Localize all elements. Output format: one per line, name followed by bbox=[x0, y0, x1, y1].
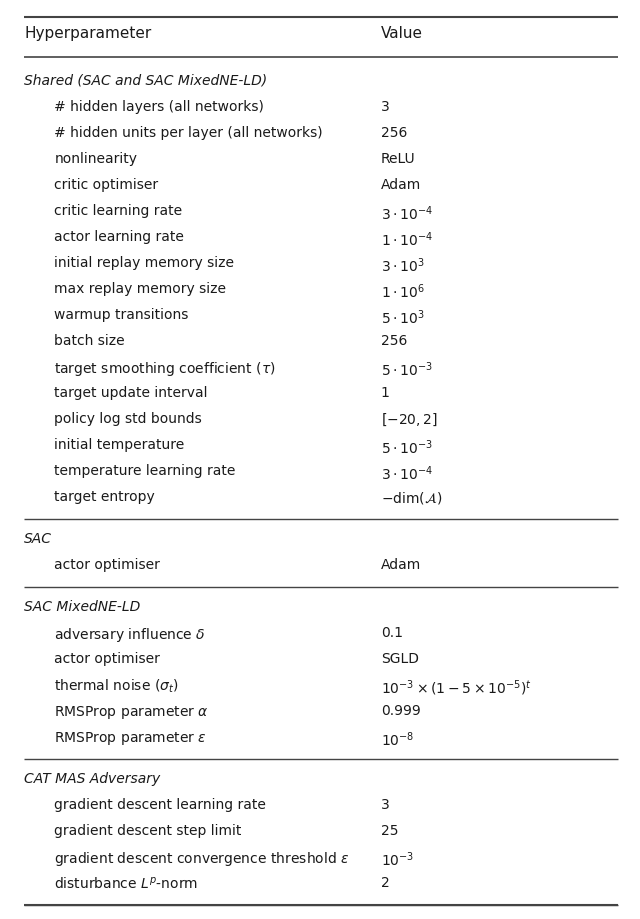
Text: actor learning rate: actor learning rate bbox=[54, 230, 184, 244]
Text: max replay memory size: max replay memory size bbox=[54, 282, 227, 296]
Text: gradient descent step limit: gradient descent step limit bbox=[54, 823, 242, 837]
Text: disturbance $L^p$-norm: disturbance $L^p$-norm bbox=[54, 875, 198, 891]
Text: $10^{-3} \times (1 - 5 \times 10^{-5})^t$: $10^{-3} \times (1 - 5 \times 10^{-5})^t… bbox=[381, 677, 532, 697]
Text: 256: 256 bbox=[381, 126, 407, 140]
Text: $5 \cdot 10^{3}$: $5 \cdot 10^{3}$ bbox=[381, 308, 424, 326]
Text: target smoothing coefficient ($\tau$): target smoothing coefficient ($\tau$) bbox=[54, 359, 276, 378]
Text: $3 \cdot 10^{-4}$: $3 \cdot 10^{-4}$ bbox=[381, 463, 433, 482]
Text: gradient descent learning rate: gradient descent learning rate bbox=[54, 797, 266, 811]
Text: warmup transitions: warmup transitions bbox=[54, 308, 189, 322]
Text: $3 \cdot 10^{3}$: $3 \cdot 10^{3}$ bbox=[381, 255, 424, 274]
Text: nonlinearity: nonlinearity bbox=[54, 152, 138, 165]
Text: Adam: Adam bbox=[381, 177, 421, 192]
Text: SAC: SAC bbox=[24, 531, 52, 545]
Text: Value: Value bbox=[381, 26, 423, 41]
Text: adversary influence $\delta$: adversary influence $\delta$ bbox=[54, 625, 206, 643]
Text: target update interval: target update interval bbox=[54, 386, 208, 400]
Text: # hidden units per layer (all networks): # hidden units per layer (all networks) bbox=[54, 126, 323, 140]
Text: 1: 1 bbox=[381, 386, 390, 400]
Text: batch size: batch size bbox=[54, 334, 125, 347]
Text: SAC MixedNE-LD: SAC MixedNE-LD bbox=[24, 599, 141, 613]
Text: CAT MAS Adversary: CAT MAS Adversary bbox=[24, 771, 161, 785]
Text: ReLU: ReLU bbox=[381, 152, 415, 165]
Text: $1 \cdot 10^{-4}$: $1 \cdot 10^{-4}$ bbox=[381, 230, 433, 248]
Text: $10^{-8}$: $10^{-8}$ bbox=[381, 729, 414, 748]
Text: target entropy: target entropy bbox=[54, 490, 155, 504]
Text: policy log std bounds: policy log std bounds bbox=[54, 412, 202, 425]
Text: 3: 3 bbox=[381, 100, 390, 114]
Text: temperature learning rate: temperature learning rate bbox=[54, 463, 236, 478]
Text: critic learning rate: critic learning rate bbox=[54, 204, 182, 218]
Text: 0.999: 0.999 bbox=[381, 703, 420, 717]
Text: initial temperature: initial temperature bbox=[54, 437, 185, 451]
Text: Hyperparameter: Hyperparameter bbox=[24, 26, 152, 41]
Text: 0.1: 0.1 bbox=[381, 625, 403, 640]
Text: SGLD: SGLD bbox=[381, 652, 419, 665]
Text: $3 \cdot 10^{-4}$: $3 \cdot 10^{-4}$ bbox=[381, 204, 433, 222]
Text: gradient descent convergence threshold $\epsilon$: gradient descent convergence threshold $… bbox=[54, 849, 350, 867]
Text: $[-20, 2]$: $[-20, 2]$ bbox=[381, 412, 438, 428]
Text: RMSProp parameter $\alpha$: RMSProp parameter $\alpha$ bbox=[54, 703, 209, 720]
Text: actor optimiser: actor optimiser bbox=[54, 558, 160, 572]
Text: 3: 3 bbox=[381, 797, 390, 811]
Text: 25: 25 bbox=[381, 823, 398, 837]
Text: $10^{-3}$: $10^{-3}$ bbox=[381, 849, 414, 868]
Text: 256: 256 bbox=[381, 334, 407, 347]
Text: # hidden layers (all networks): # hidden layers (all networks) bbox=[54, 100, 264, 114]
Text: $5 \cdot 10^{-3}$: $5 \cdot 10^{-3}$ bbox=[381, 437, 433, 456]
Text: Adam: Adam bbox=[381, 558, 421, 572]
Text: critic optimiser: critic optimiser bbox=[54, 177, 159, 192]
Text: thermal noise ($\sigma_t$): thermal noise ($\sigma_t$) bbox=[54, 677, 179, 695]
Text: $5 \cdot 10^{-3}$: $5 \cdot 10^{-3}$ bbox=[381, 359, 433, 379]
Text: $1 \cdot 10^{6}$: $1 \cdot 10^{6}$ bbox=[381, 282, 425, 301]
Text: actor optimiser: actor optimiser bbox=[54, 652, 160, 665]
Text: Shared (SAC and SAC MixedNE-LD): Shared (SAC and SAC MixedNE-LD) bbox=[24, 74, 268, 88]
Text: 2: 2 bbox=[381, 875, 390, 889]
Text: initial replay memory size: initial replay memory size bbox=[54, 255, 234, 269]
Text: $\mathrm{-dim}(\mathcal{A})$: $\mathrm{-dim}(\mathcal{A})$ bbox=[381, 490, 442, 505]
Text: RMSProp parameter $\epsilon$: RMSProp parameter $\epsilon$ bbox=[54, 729, 207, 746]
